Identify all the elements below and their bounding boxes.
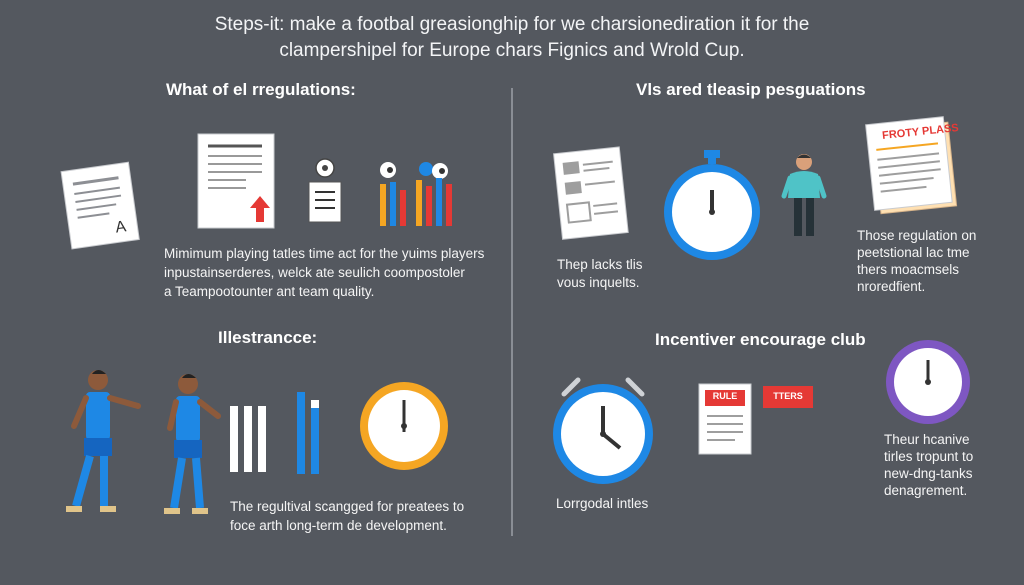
right-top-doc-caption-line-1: Thep lacks tlis xyxy=(557,257,643,272)
right-top-side-line-3: thers moacmsels xyxy=(857,262,960,277)
right-top-side-line-4: nroredfient. xyxy=(857,279,926,294)
left-top-body-line-2: inpustainserderes, welck ate seulich coo… xyxy=(164,265,465,280)
player-sheet-icon xyxy=(308,158,342,223)
right-top-side-line-1: Those regulation on xyxy=(857,228,977,243)
player-pointing-icon xyxy=(66,370,141,512)
alarm-clock-icon xyxy=(553,377,653,484)
stopwatch-icon xyxy=(664,150,760,260)
tag-badge xyxy=(763,386,813,408)
right-top-heading: Vls ared tleasip pesguations xyxy=(636,80,866,99)
center-divider xyxy=(511,88,513,536)
right-bottom-side-line-4: denagrement. xyxy=(884,483,968,498)
blue-bars-icon xyxy=(297,392,319,474)
svg-text:A: A xyxy=(114,218,127,236)
rule-document-icon xyxy=(698,383,752,455)
papers-sign-icon xyxy=(865,116,958,215)
left-bottom-heading: Illestrancce: xyxy=(218,328,318,347)
left-top-body-line-1: Mimimum playing tatles time act for the … xyxy=(164,246,485,261)
left-top-body-line-3: a Teampootounter ant team quality. xyxy=(164,284,375,299)
left-top-heading: What of el rregulations: xyxy=(166,80,356,99)
form-document-icon xyxy=(553,146,629,240)
clock-purple-icon xyxy=(886,340,970,424)
right-top-side-line-2: peetstional lac tme xyxy=(857,245,970,260)
right-top-doc-caption-line-2: vous inquelts. xyxy=(557,275,640,290)
bar-graph-icon xyxy=(380,162,452,226)
tag-label: TTERS xyxy=(773,391,803,401)
document-icon: A xyxy=(60,161,140,250)
left-bottom-body-line-1: The regultival scangged for preatees to xyxy=(230,499,465,514)
page-title-line-2: clampershipel for Europe chars Fignics a… xyxy=(279,40,745,61)
right-bottom-side-line-3: new-dng-tanks xyxy=(884,466,973,481)
right-bottom-caption: Lorrgodal intles xyxy=(556,496,649,511)
report-arrow-icon xyxy=(197,133,275,229)
clock-orange-icon xyxy=(360,382,448,470)
right-bottom-side-line-2: tirles tropunt to xyxy=(884,449,974,464)
page-title-line-1: Steps-it: make a footbal greasionghip fo… xyxy=(214,14,810,35)
left-bottom-body-line-2: foce arth long-term de development. xyxy=(230,518,447,533)
right-bottom-side-line-1: Theur hcanive xyxy=(884,432,970,447)
rule-label: RULE xyxy=(712,391,738,401)
player-walking-icon xyxy=(164,374,221,514)
official-figure-icon xyxy=(781,154,827,236)
right-bottom-heading: Incentiver encourage club xyxy=(655,330,866,349)
white-bars-icon xyxy=(230,406,266,472)
